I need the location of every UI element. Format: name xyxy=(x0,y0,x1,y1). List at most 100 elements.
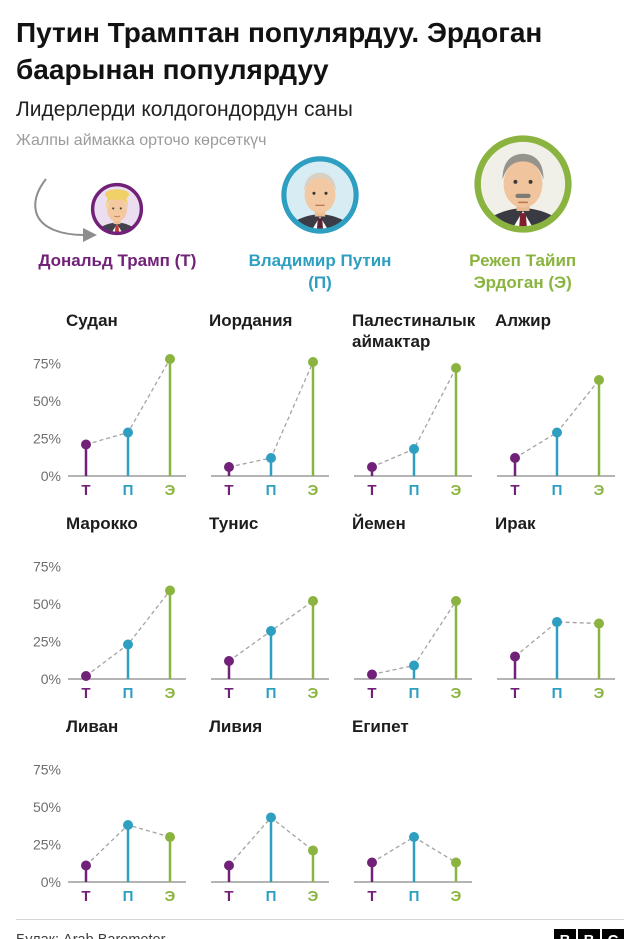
country-chart-title: Ливия xyxy=(209,717,263,736)
svg-text:Т: Т xyxy=(224,685,233,702)
country-chart: Ливан Т П Э xyxy=(66,716,209,913)
svg-text:П: П xyxy=(266,888,277,905)
svg-text:П: П xyxy=(266,685,277,702)
svg-text:0%: 0% xyxy=(41,671,61,687)
svg-text:Т: Т xyxy=(367,685,376,702)
footer: Булак: Arab Barometer B B C xyxy=(16,919,624,939)
country-chart: Судан Т П Э xyxy=(66,310,209,507)
svg-text:50%: 50% xyxy=(33,799,61,815)
svg-text:Э: Э xyxy=(165,888,176,905)
bbc-logo: B B C xyxy=(554,929,624,939)
chart-row: 75% 50% 25% 0% Ливан Т П Э Ливия Т П Э Египет Т П Э xyxy=(16,716,624,913)
country-chart: Ливия Т П Э xyxy=(209,716,352,913)
svg-text:Т: Т xyxy=(224,888,233,905)
svg-text:75%: 75% xyxy=(33,559,61,575)
chart-row: 75% 50% 25% 0% Судан Т П Э Иордания Т П Э Палестинал… xyxy=(16,310,624,507)
leaders-row: Дональд Трамп (Т) xyxy=(16,126,624,294)
svg-text:Т: Т xyxy=(367,888,376,905)
svg-text:25%: 25% xyxy=(33,431,61,447)
svg-text:Т: Т xyxy=(510,685,519,702)
svg-text:25%: 25% xyxy=(33,634,61,650)
leader-trump-label: Дональд Трамп (Т) xyxy=(38,251,197,270)
country-chart-title: Судан xyxy=(66,311,118,330)
y-axis-labels: 75% 50% 25% 0% xyxy=(16,513,66,710)
putin-avatar-wrap xyxy=(277,126,363,238)
svg-text:Э: Э xyxy=(594,482,605,499)
bbc-logo-block: B xyxy=(578,929,600,939)
svg-text:Э: Э xyxy=(308,685,319,702)
svg-text:0%: 0% xyxy=(41,468,61,484)
country-chart: Иордания Т П Э xyxy=(209,310,352,507)
erdogan-avatar-icon xyxy=(474,135,572,233)
svg-text:Т: Т xyxy=(367,482,376,499)
svg-text:П: П xyxy=(552,482,563,499)
country-chart: Тунис Т П Э xyxy=(209,513,352,710)
putin-avatar-icon xyxy=(281,156,359,234)
svg-text:25%: 25% xyxy=(33,837,61,853)
svg-text:Э: Э xyxy=(451,482,462,499)
svg-text:П: П xyxy=(409,482,420,499)
country-chart-title: Марокко xyxy=(66,514,138,533)
y-axis-labels: 75% 50% 25% 0% xyxy=(16,310,66,507)
country-chart-title: Иордания xyxy=(209,311,293,330)
svg-text:П: П xyxy=(123,685,134,702)
country-chart: Алжир Т П Э xyxy=(495,310,638,507)
svg-text:Т: Т xyxy=(81,888,90,905)
svg-text:П: П xyxy=(409,685,420,702)
svg-text:Э: Э xyxy=(165,685,176,702)
svg-text:П: П xyxy=(266,482,277,499)
country-chart: Палестиналык аймактар Т П Э xyxy=(352,310,495,507)
svg-text:П: П xyxy=(123,482,134,499)
country-chart-title: Тунис xyxy=(209,514,259,533)
erdogan-avatar-wrap xyxy=(469,126,577,238)
svg-text:Т: Т xyxy=(81,685,90,702)
leader-erdogan-label: Режеп Тайип Эрдоган (Э) xyxy=(469,251,577,292)
country-chart: Ирак Т П Э xyxy=(495,513,638,710)
annotation-note: Жалпы аймакка орточо көрсөткүч xyxy=(16,132,267,149)
chart-row: 75% 50% 25% 0% Марокко Т П Э Тунис Т П Э Йемен Т П Э Ира… xyxy=(16,513,624,710)
svg-text:Э: Э xyxy=(308,482,319,499)
svg-text:75%: 75% xyxy=(33,356,61,372)
svg-text:75%: 75% xyxy=(33,762,61,778)
subtitle: Лидерлерди колдогондордун саны xyxy=(16,98,353,121)
svg-text:Э: Э xyxy=(165,482,176,499)
country-chart-title: Египет xyxy=(352,717,409,736)
charts-grid: 75% 50% 25% 0% Судан Т П Э Иордания Т П Э Палестинал… xyxy=(16,310,624,913)
country-chart-title: Палестиналык аймактар xyxy=(352,311,476,351)
leader-putin-label: Владимир Путин (П) xyxy=(248,251,392,292)
svg-text:Т: Т xyxy=(224,482,233,499)
svg-text:0%: 0% xyxy=(41,874,61,890)
leader-trump: Дональд Трамп (Т) xyxy=(16,126,219,294)
country-chart: Йемен Т П Э xyxy=(352,513,495,710)
svg-text:П: П xyxy=(552,685,563,702)
svg-text:П: П xyxy=(123,888,134,905)
svg-text:П: П xyxy=(409,888,420,905)
country-chart-title: Ирак xyxy=(495,514,536,533)
source-credit: Булак: Arab Barometer xyxy=(16,932,165,939)
svg-text:Т: Т xyxy=(81,482,90,499)
svg-text:Э: Э xyxy=(308,888,319,905)
svg-text:Э: Э xyxy=(451,685,462,702)
country-chart-title: Йемен xyxy=(352,514,406,533)
annotation-arrow-icon xyxy=(34,178,97,242)
country-chart: Египет Т П Э xyxy=(352,716,495,913)
bbc-logo-block: B xyxy=(554,929,576,939)
country-chart-title: Алжир xyxy=(495,311,551,330)
leader-erdogan: Режеп Тайип Эрдоган (Э) xyxy=(421,126,624,294)
svg-text:Т: Т xyxy=(510,482,519,499)
country-chart-title: Ливан xyxy=(66,717,119,736)
country-chart: Марокко Т П Э xyxy=(66,513,209,710)
leader-putin: Владимир Путин (П) xyxy=(219,126,422,294)
page-title: Путин Трамптан популярдуу. Эрдоган баары… xyxy=(16,17,543,85)
bbc-logo-block: C xyxy=(602,929,624,939)
